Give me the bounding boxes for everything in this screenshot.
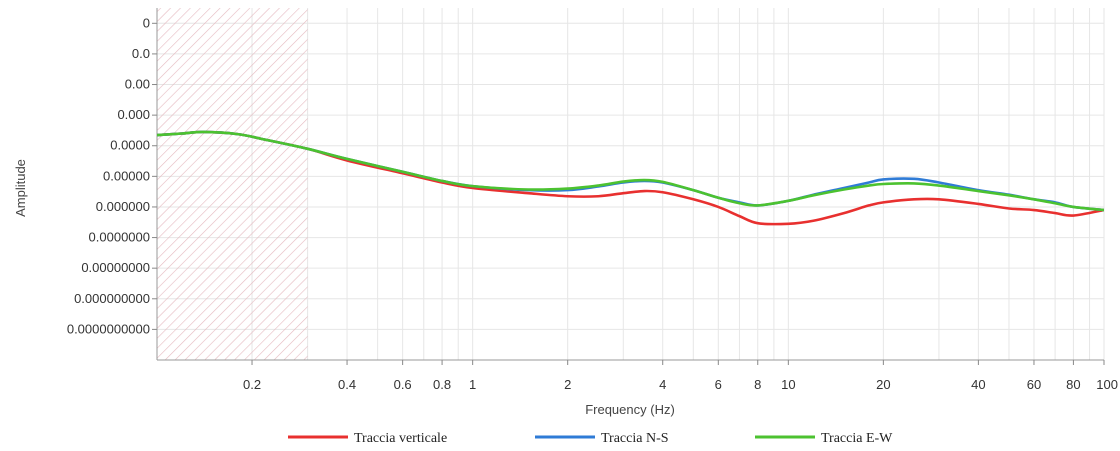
y-tick-label: 0 [143, 15, 150, 30]
x-tick-label: 8 [754, 377, 761, 392]
x-tick-label: 10 [781, 377, 795, 392]
x-tick-label: 2 [564, 377, 571, 392]
x-tick-label: 100 [1096, 377, 1118, 392]
y-axis-ticks: 0 0.0 0.00 0.000 0.0000 0.00000 0.000000 0.0000… [67, 15, 157, 336]
excluded-frequency-band [157, 8, 308, 360]
x-tick-label: 0.6 [394, 377, 412, 392]
legend-label: Traccia E-W [821, 431, 893, 446]
x-tick-label: 80 [1066, 377, 1080, 392]
legend-item-traccia-n-s: Traccia N-S [535, 431, 669, 446]
y-tick-label: 0.0000000 [89, 230, 150, 245]
y-tick-label: 0.00000000 [81, 260, 150, 275]
x-axis-title: Frequency (Hz) [585, 402, 675, 417]
y-tick-label: 0.000000000 [74, 291, 150, 306]
x-tick-label: 20 [876, 377, 890, 392]
x-tick-label: 0.2 [243, 377, 261, 392]
x-tick-label: 0.8 [433, 377, 451, 392]
legend-item-traccia-e-w: Traccia E-W [755, 431, 893, 446]
y-axis-title: Amplitude [13, 159, 28, 217]
grid [156, 8, 1105, 361]
x-tick-label: 40 [971, 377, 985, 392]
legend: Traccia verticale Traccia N-S Traccia E-W [288, 431, 893, 446]
series-lines [157, 130, 1104, 226]
legend-item-traccia-verticale: Traccia verticale [288, 431, 447, 446]
x-tick-label: 60 [1027, 377, 1041, 392]
y-tick-label: 0.000 [117, 107, 150, 122]
x-tick-label: 6 [715, 377, 722, 392]
y-tick-label: 0.0000000000 [67, 321, 150, 336]
legend-label: Traccia N-S [601, 431, 669, 446]
x-axis-ticks: 0.2 0.4 0.6 0.8 1 2 4 6 8 10 20 40 60 80 100 [243, 360, 1118, 392]
y-tick-label: 0.00 [125, 77, 150, 92]
y-tick-label: 0.0000 [110, 138, 150, 153]
y-tick-label: 0.00000 [103, 168, 150, 183]
y-tick-label: 0.000000 [96, 199, 150, 214]
series-line-traccia-e-w [157, 130, 1104, 212]
x-tick-label: 4 [659, 377, 666, 392]
legend-label: Traccia verticale [354, 431, 447, 446]
y-tick-label: 0.0 [132, 46, 150, 61]
x-tick-label: 1 [469, 377, 476, 392]
axes [156, 8, 1104, 361]
x-tick-label: 0.4 [338, 377, 356, 392]
